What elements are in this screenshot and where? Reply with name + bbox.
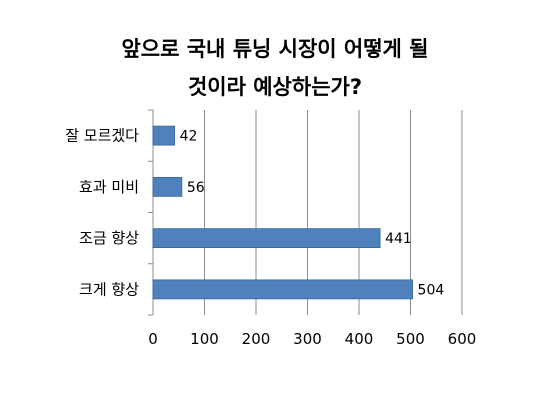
data-label: 504 bbox=[418, 282, 445, 298]
bar bbox=[152, 125, 176, 146]
data-label: 56 bbox=[187, 180, 205, 196]
bar bbox=[152, 176, 183, 197]
category-label: 크게 향상 bbox=[79, 280, 139, 298]
bar bbox=[152, 228, 381, 249]
chart-title: 앞으로 국내 튜닝 시장이 어떻게 될 것이라 예상하는가? bbox=[0, 30, 550, 106]
chart-title-line1: 앞으로 국내 튜닝 시장이 어떻게 될 bbox=[121, 37, 429, 61]
category-label: 효과 미비 bbox=[79, 178, 139, 196]
x-tick-label: 200 bbox=[242, 330, 271, 348]
bar bbox=[152, 279, 413, 300]
x-tick-label: 0 bbox=[148, 330, 158, 348]
category-label: 조금 향상 bbox=[79, 229, 139, 247]
x-tick-label: 600 bbox=[448, 330, 477, 348]
chart-title-line2: 것이라 예상하는가? bbox=[187, 75, 363, 99]
x-tick-label: 100 bbox=[190, 330, 219, 348]
x-tick-label: 300 bbox=[293, 330, 322, 348]
x-tick-label: 400 bbox=[345, 330, 374, 348]
category-label: 잘 모르겠다 bbox=[65, 127, 139, 145]
x-tick-label: 500 bbox=[396, 330, 425, 348]
data-label: 42 bbox=[180, 129, 198, 145]
data-label: 441 bbox=[385, 231, 412, 247]
